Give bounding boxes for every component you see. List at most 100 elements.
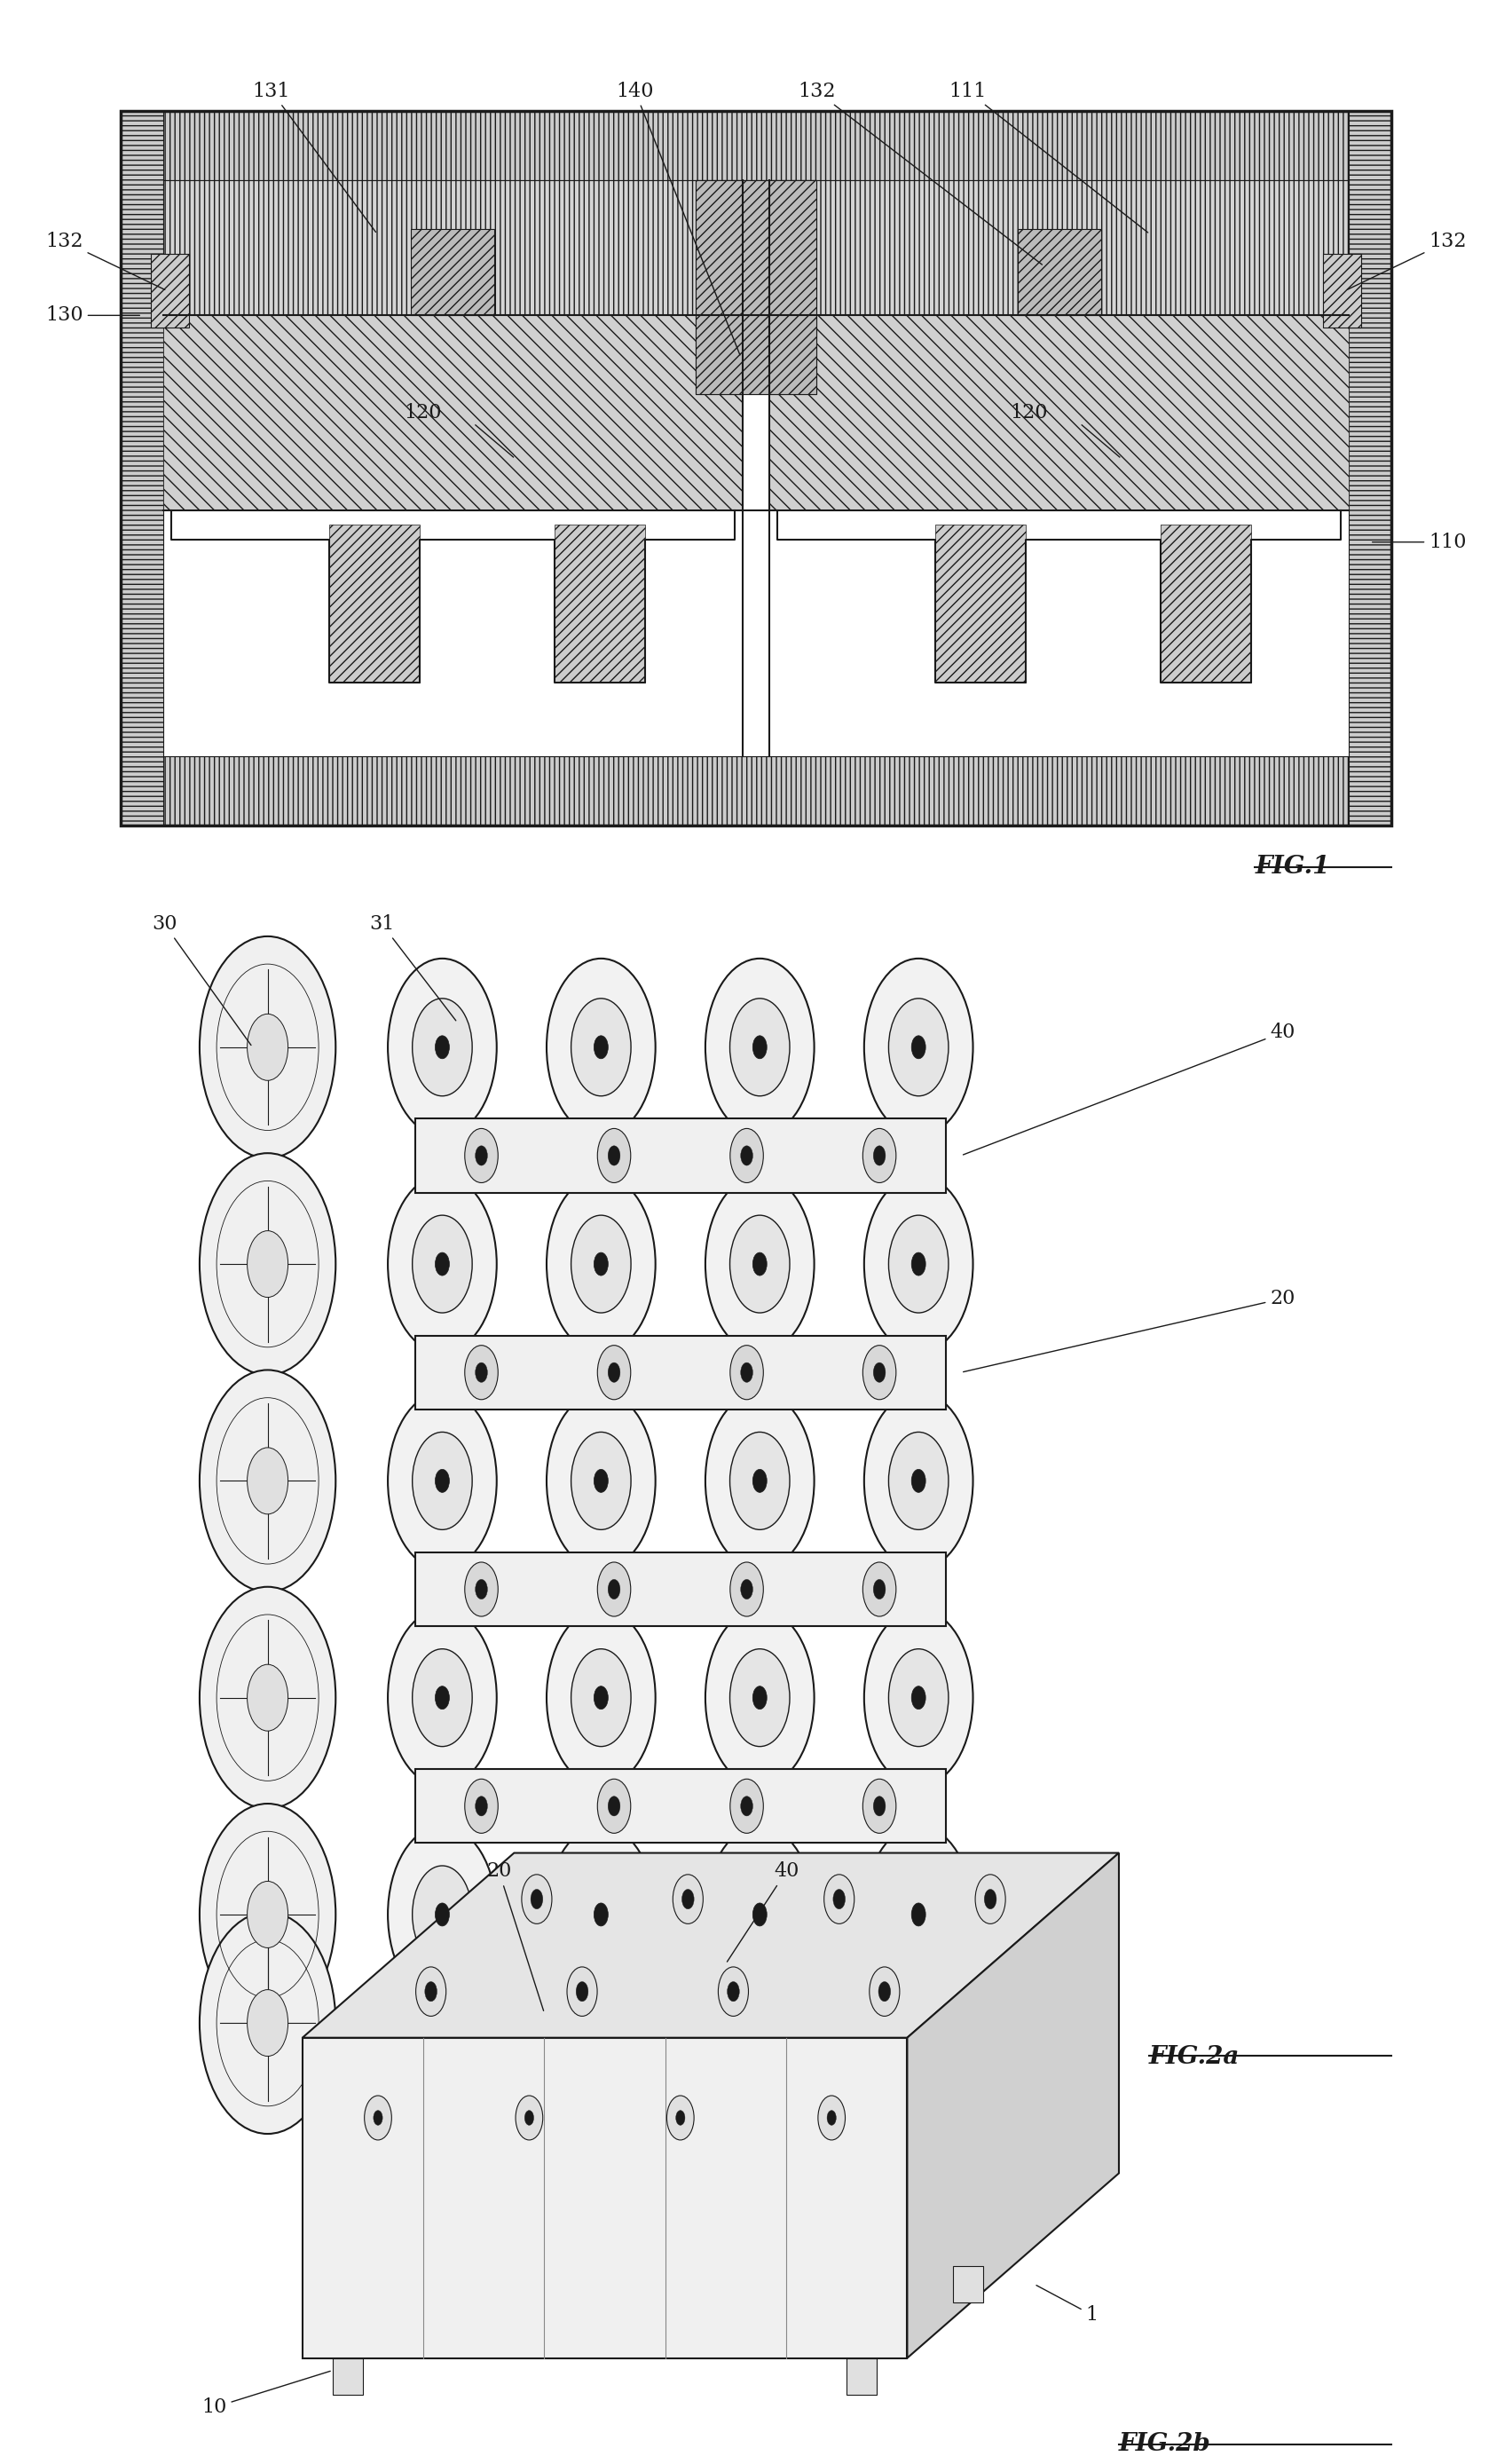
Circle shape — [667, 2094, 694, 2139]
Text: 120: 120 — [404, 404, 442, 421]
Circle shape — [597, 1779, 631, 1833]
Bar — [414, 1769, 947, 1843]
Circle shape — [863, 1562, 897, 1616]
Circle shape — [200, 1153, 336, 1375]
Circle shape — [705, 1609, 813, 1786]
Circle shape — [608, 1363, 620, 1382]
Circle shape — [572, 1432, 631, 1530]
Circle shape — [874, 1363, 886, 1382]
Circle shape — [248, 1882, 289, 1949]
Text: 40: 40 — [727, 1863, 798, 1961]
Circle shape — [863, 1779, 897, 1833]
Circle shape — [863, 958, 974, 1136]
Circle shape — [594, 1252, 608, 1276]
Circle shape — [387, 958, 496, 1136]
Circle shape — [753, 1035, 767, 1060]
Circle shape — [576, 1981, 588, 2001]
Circle shape — [889, 998, 948, 1096]
Circle shape — [546, 1934, 656, 2112]
Circle shape — [597, 1345, 631, 1400]
Circle shape — [824, 1875, 854, 1924]
Polygon shape — [302, 2038, 907, 2358]
Circle shape — [435, 1902, 449, 1927]
Circle shape — [975, 1875, 1005, 1924]
Bar — [414, 1335, 947, 1409]
Circle shape — [464, 1129, 497, 1183]
Circle shape — [546, 1392, 656, 1570]
Circle shape — [248, 1991, 289, 2055]
Circle shape — [413, 998, 472, 1096]
Circle shape — [416, 1966, 446, 2016]
Circle shape — [889, 1648, 948, 1747]
Circle shape — [475, 1796, 487, 1816]
Circle shape — [705, 958, 813, 1136]
Circle shape — [874, 1579, 886, 1599]
Circle shape — [827, 2109, 836, 2124]
Bar — [770, 315, 1349, 510]
Bar — [696, 180, 816, 394]
Bar — [1018, 229, 1101, 315]
Circle shape — [435, 1252, 449, 1276]
Text: 20: 20 — [487, 1863, 544, 2011]
Circle shape — [200, 1370, 336, 1592]
Circle shape — [705, 1826, 813, 2003]
Circle shape — [863, 1345, 897, 1400]
Bar — [953, 2267, 983, 2301]
Circle shape — [730, 1345, 764, 1400]
Text: 111: 111 — [950, 81, 1148, 232]
Bar — [770, 180, 1349, 315]
Circle shape — [608, 1146, 620, 1165]
Bar — [121, 111, 163, 825]
Circle shape — [863, 1129, 897, 1183]
Circle shape — [753, 1685, 767, 1710]
Circle shape — [984, 1890, 996, 1910]
Text: 131: 131 — [253, 81, 376, 232]
Circle shape — [741, 1146, 753, 1165]
Text: 40: 40 — [963, 1023, 1296, 1156]
Circle shape — [718, 1966, 748, 2016]
Circle shape — [475, 1579, 487, 1599]
Circle shape — [200, 936, 336, 1158]
Circle shape — [673, 1875, 703, 1924]
Bar — [163, 180, 1349, 756]
Circle shape — [200, 1587, 336, 1809]
Text: 120: 120 — [1010, 404, 1048, 421]
Text: 110: 110 — [1373, 532, 1467, 552]
Circle shape — [387, 1934, 496, 2112]
Text: 132: 132 — [798, 81, 1042, 264]
Text: 1: 1 — [1036, 2284, 1098, 2324]
Circle shape — [730, 1562, 764, 1616]
Circle shape — [730, 1865, 789, 1964]
Circle shape — [863, 1934, 974, 2112]
Circle shape — [572, 998, 631, 1096]
Circle shape — [364, 2094, 392, 2139]
Bar — [333, 2358, 363, 2395]
Text: 30: 30 — [151, 914, 251, 1045]
Circle shape — [912, 1469, 925, 1493]
Circle shape — [464, 1779, 497, 1833]
Circle shape — [753, 1902, 767, 1927]
Circle shape — [546, 958, 656, 1136]
Circle shape — [878, 1981, 891, 2001]
Circle shape — [546, 1609, 656, 1786]
Circle shape — [546, 1175, 656, 1353]
Text: 10: 10 — [201, 2370, 330, 2417]
Circle shape — [608, 1579, 620, 1599]
Circle shape — [594, 1685, 608, 1710]
Circle shape — [248, 1232, 289, 1296]
Bar — [847, 2358, 877, 2395]
Circle shape — [435, 1469, 449, 1493]
Circle shape — [413, 1432, 472, 1530]
Bar — [414, 1552, 947, 1626]
Circle shape — [753, 1252, 767, 1276]
Circle shape — [682, 1890, 694, 1910]
Circle shape — [572, 1215, 631, 1313]
Bar — [121, 111, 1391, 825]
Circle shape — [572, 1648, 631, 1747]
Circle shape — [730, 1779, 764, 1833]
Polygon shape — [302, 1853, 1119, 2038]
Circle shape — [705, 1934, 813, 2112]
Circle shape — [248, 1015, 289, 1082]
Bar — [151, 254, 189, 328]
Circle shape — [373, 2109, 383, 2124]
